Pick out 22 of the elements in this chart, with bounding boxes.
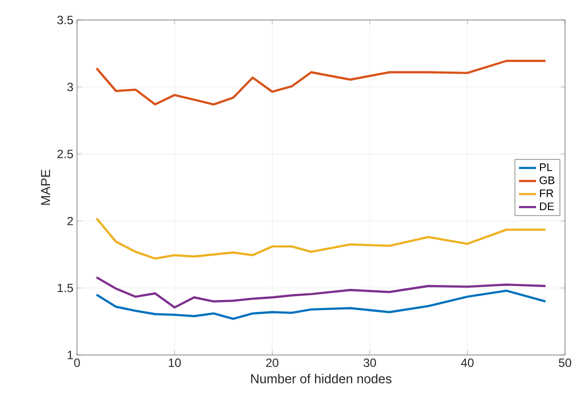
x-tick-label: 50 <box>558 358 572 367</box>
x-tick-label: 40 <box>461 358 474 367</box>
line-series <box>95 60 547 106</box>
legend-label: FR <box>540 190 554 198</box>
x-tick-label: 10 <box>168 358 181 367</box>
line-series <box>95 290 547 320</box>
x-axis-title: Number of hidden nodes <box>251 374 392 384</box>
y-tick-label: 3.5 <box>57 16 73 24</box>
y-tick-label: 2 <box>67 216 73 226</box>
y-tick-label: 1.5 <box>58 284 73 292</box>
legend-label: PL <box>540 163 552 171</box>
x-tick-label: 30 <box>364 358 376 367</box>
x-tick-label: 0 <box>74 358 80 367</box>
y-tick-label: 1 <box>68 350 73 360</box>
y-tick-label: 2.5 <box>57 150 73 158</box>
y-axis-title: MAPE <box>41 170 50 205</box>
line-series <box>95 217 547 260</box>
legend-label: GB <box>540 176 554 184</box>
y-tick-label: 3 <box>67 82 73 92</box>
legend-label: DE <box>540 202 554 210</box>
line-series <box>95 276 547 309</box>
x-tick-label: 20 <box>266 358 278 367</box>
